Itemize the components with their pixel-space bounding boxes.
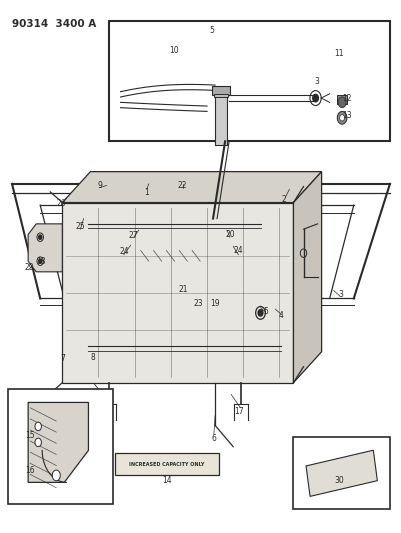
Bar xyxy=(213,94,228,97)
Text: 24: 24 xyxy=(233,246,243,255)
Text: 15: 15 xyxy=(25,432,34,440)
Text: 22: 22 xyxy=(177,181,186,190)
Polygon shape xyxy=(28,224,62,272)
Text: 23: 23 xyxy=(193,300,203,308)
Circle shape xyxy=(35,438,41,447)
Text: 27: 27 xyxy=(128,231,138,240)
Circle shape xyxy=(35,422,41,431)
Circle shape xyxy=(339,115,344,121)
Text: 25: 25 xyxy=(75,222,85,231)
Text: 18: 18 xyxy=(36,257,46,265)
Bar xyxy=(212,86,229,95)
Text: 17: 17 xyxy=(234,407,243,416)
Text: 29: 29 xyxy=(24,263,34,272)
Text: 6: 6 xyxy=(211,434,216,442)
Text: 26: 26 xyxy=(56,199,66,208)
Bar xyxy=(108,21,389,141)
Bar xyxy=(293,437,389,509)
Text: 13: 13 xyxy=(341,111,350,120)
Text: 8: 8 xyxy=(91,353,95,361)
Polygon shape xyxy=(293,172,321,383)
Text: 5: 5 xyxy=(209,26,214,35)
Circle shape xyxy=(38,235,42,239)
Circle shape xyxy=(257,310,262,316)
Text: 5: 5 xyxy=(262,308,267,316)
Bar xyxy=(215,96,226,145)
Text: 7: 7 xyxy=(60,354,65,362)
Text: 19: 19 xyxy=(210,300,219,308)
Text: 9: 9 xyxy=(97,181,102,190)
Text: 20: 20 xyxy=(225,230,234,239)
Bar xyxy=(336,95,346,104)
Circle shape xyxy=(312,94,318,102)
Circle shape xyxy=(337,97,345,108)
Bar xyxy=(8,389,112,504)
Text: 12: 12 xyxy=(341,94,350,102)
Text: 24: 24 xyxy=(119,247,128,256)
Text: 3: 3 xyxy=(338,290,342,298)
Text: 11: 11 xyxy=(333,49,343,58)
Text: 2: 2 xyxy=(280,196,285,204)
Circle shape xyxy=(38,259,42,263)
Text: 14: 14 xyxy=(162,477,171,485)
Circle shape xyxy=(336,111,346,124)
Text: 10: 10 xyxy=(169,46,178,55)
Bar xyxy=(114,453,219,475)
Text: 4: 4 xyxy=(278,311,283,320)
Text: 16: 16 xyxy=(25,466,34,474)
Text: INCREASED CAPACITY ONLY: INCREASED CAPACITY ONLY xyxy=(129,462,204,467)
Text: 90314  3400 A: 90314 3400 A xyxy=(12,19,96,29)
Polygon shape xyxy=(62,203,293,383)
Text: 3: 3 xyxy=(313,77,318,85)
Text: 30: 30 xyxy=(334,477,344,485)
Polygon shape xyxy=(28,402,88,482)
Text: 21: 21 xyxy=(178,286,187,294)
Circle shape xyxy=(52,470,60,481)
Text: 1: 1 xyxy=(144,189,149,197)
Polygon shape xyxy=(305,450,377,496)
Polygon shape xyxy=(62,172,321,203)
